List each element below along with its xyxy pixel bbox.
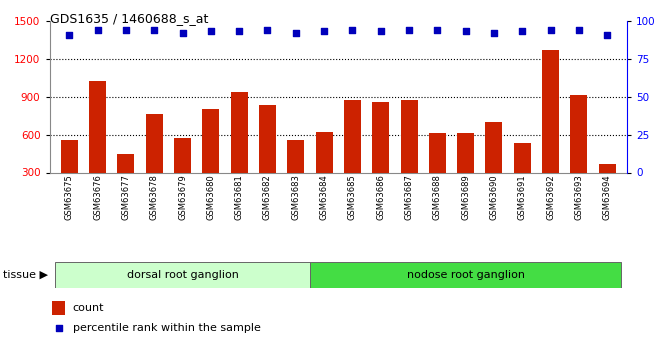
Point <box>262 27 273 32</box>
Point <box>92 27 103 32</box>
Bar <box>287 140 304 210</box>
Point <box>234 29 244 34</box>
Point <box>319 29 329 34</box>
Bar <box>203 109 219 210</box>
Bar <box>401 100 418 210</box>
Text: GDS1635 / 1460688_s_at: GDS1635 / 1460688_s_at <box>50 12 208 25</box>
Text: dorsal root ganglion: dorsal root ganglion <box>127 270 238 280</box>
Point <box>404 27 414 32</box>
Point <box>488 31 499 36</box>
Point <box>545 27 556 32</box>
Text: percentile rank within the sample: percentile rank within the sample <box>73 323 261 333</box>
Bar <box>599 164 616 210</box>
Bar <box>52 301 65 315</box>
Point <box>574 27 584 32</box>
Point <box>432 27 443 32</box>
Bar <box>429 133 446 210</box>
Bar <box>486 122 502 210</box>
Bar <box>513 144 531 210</box>
Point <box>461 29 471 34</box>
FancyBboxPatch shape <box>55 262 310 288</box>
Point <box>290 31 301 36</box>
Bar <box>315 132 333 210</box>
Point <box>53 325 64 331</box>
Point <box>376 29 386 34</box>
Bar <box>372 102 389 210</box>
Bar <box>117 154 135 210</box>
Bar <box>231 91 248 210</box>
Text: count: count <box>73 303 104 313</box>
Point <box>205 29 216 34</box>
Bar <box>146 114 163 210</box>
FancyBboxPatch shape <box>310 262 621 288</box>
Point <box>347 27 358 32</box>
Bar <box>344 100 361 210</box>
Text: tissue ▶: tissue ▶ <box>3 270 48 280</box>
Point <box>64 32 75 37</box>
Point <box>121 27 131 32</box>
Text: nodose root ganglion: nodose root ganglion <box>407 270 525 280</box>
Bar <box>89 81 106 210</box>
Point <box>149 27 160 32</box>
Bar <box>174 138 191 210</box>
Point <box>178 31 188 36</box>
Bar <box>542 50 559 210</box>
Bar <box>61 140 78 210</box>
Bar <box>457 133 474 210</box>
Point <box>602 32 612 37</box>
Bar <box>570 95 587 210</box>
Bar <box>259 106 276 210</box>
Point <box>517 29 527 34</box>
